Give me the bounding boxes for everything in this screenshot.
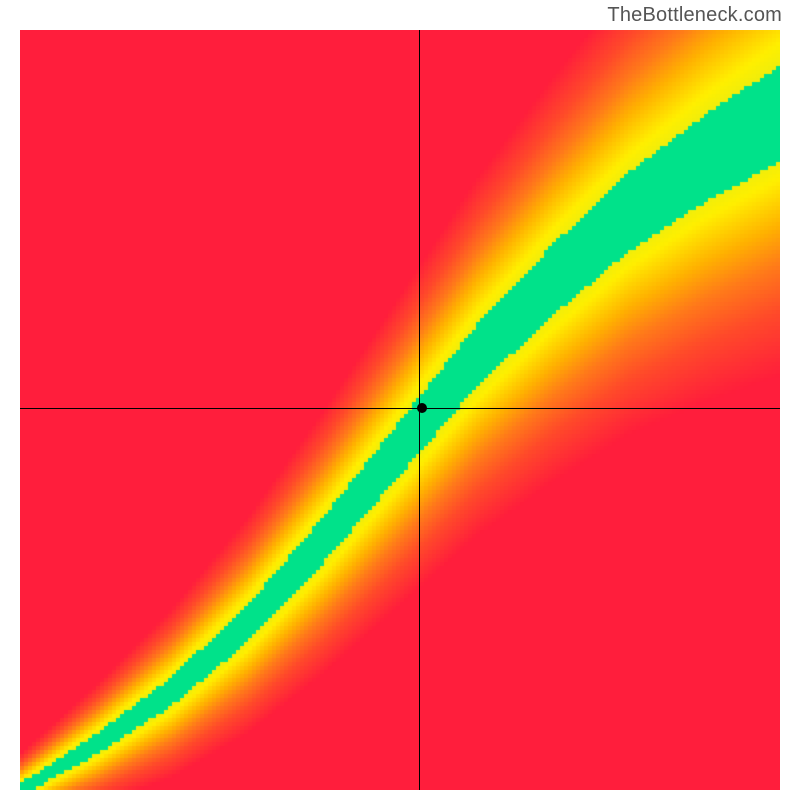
watermark-text: TheBottleneck.com: [607, 4, 782, 27]
crosshair-horizontal: [20, 408, 780, 409]
bottleneck-heatmap: [20, 30, 780, 790]
selected-point: [417, 403, 427, 413]
heatmap-canvas: [20, 30, 780, 790]
